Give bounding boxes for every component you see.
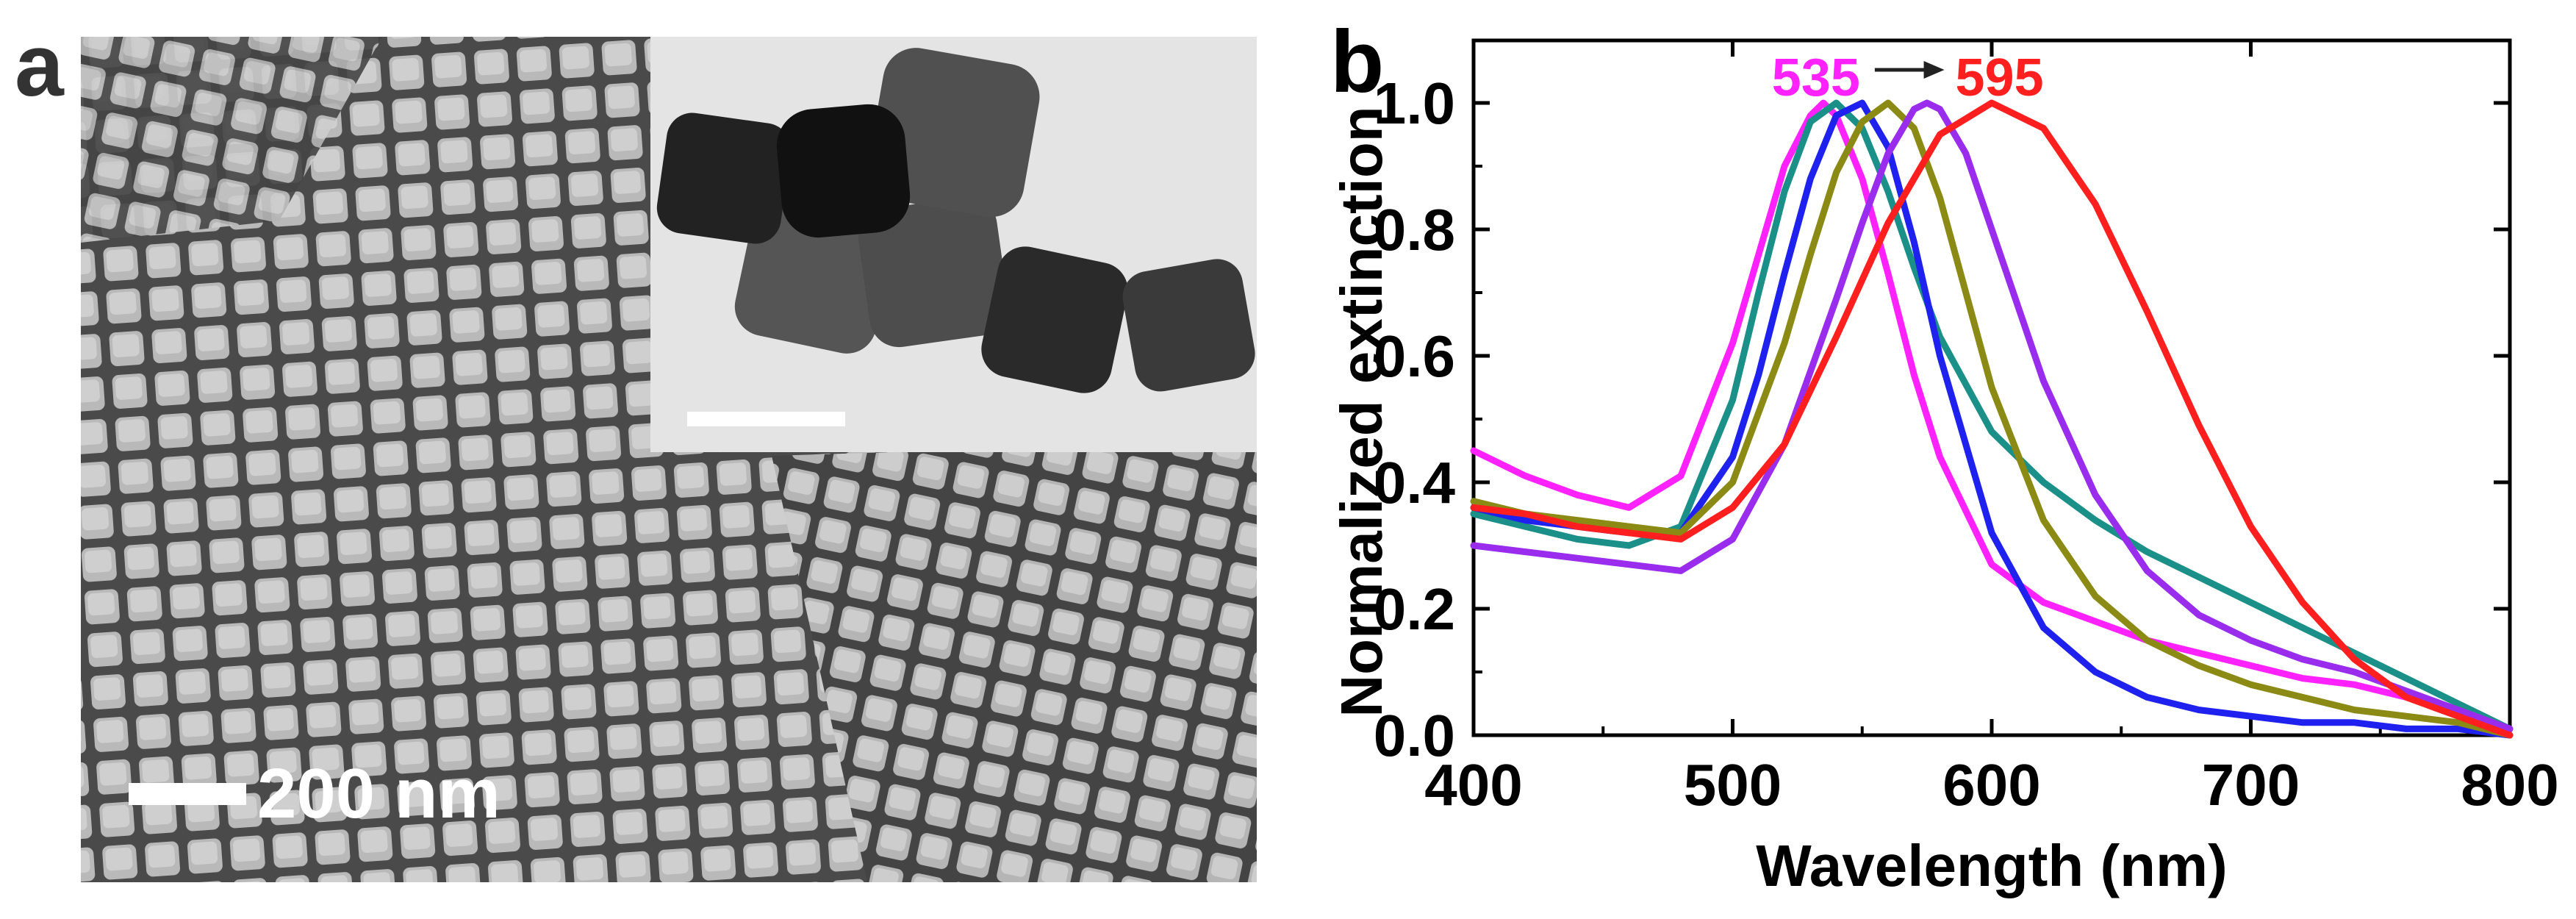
- y-tick-label: 0.6: [1374, 323, 1455, 389]
- nanocube: [867, 48, 1040, 218]
- series-line: [1470, 99, 2514, 739]
- peak-annotation-595: 595: [1956, 49, 2044, 107]
- series-line: [1470, 99, 2514, 739]
- tem-inset: [650, 37, 1257, 452]
- sem-image-domain: [772, 441, 1257, 882]
- nanocube: [734, 198, 894, 354]
- series-line: [1470, 99, 2514, 732]
- y-tick-label: 0.2: [1374, 576, 1455, 642]
- plot-area: 400 500 600 700 800 0.0 0.2 0.4 0.6 0.8 1.0 535 595: [1374, 38, 2559, 818]
- y-tick-label: 0.0: [1374, 703, 1455, 768]
- x-tick-label: 500: [1684, 752, 1782, 818]
- series-line: [1470, 99, 2514, 732]
- series-line: [1470, 99, 2514, 739]
- inset-scale-bar: [687, 412, 845, 426]
- x-tick-label: 600: [1942, 752, 2040, 818]
- y-tick-label: 0.4: [1374, 450, 1456, 515]
- y-tick-label: 0.8: [1374, 197, 1455, 262]
- peak-annotation-535: 535: [1772, 49, 1860, 107]
- nanocube: [776, 104, 911, 238]
- series-line: [1470, 99, 2514, 732]
- nanocube: [858, 196, 1009, 348]
- scale-bar-label: 200 nm: [257, 754, 501, 833]
- shift-arrow-head: [1923, 61, 1945, 79]
- y-axis-label: Normalized extinction: [1329, 106, 1394, 717]
- panel-label-b: b: [1330, 12, 1384, 111]
- x-tick-label: 800: [2461, 752, 2558, 818]
- x-tick-label: 400: [1424, 752, 1522, 818]
- nanocube: [981, 246, 1128, 393]
- scale-bar: [129, 783, 246, 805]
- nanocube: [1122, 259, 1255, 392]
- panel-label-a: a: [15, 16, 65, 115]
- nanocube: [656, 112, 792, 244]
- x-axis-label: Wavelength (nm): [1756, 833, 2227, 898]
- sem-image-domain: [81, 37, 382, 243]
- x-tick-label: 700: [2202, 752, 2300, 818]
- y-tick-label: 1.0: [1374, 71, 1455, 136]
